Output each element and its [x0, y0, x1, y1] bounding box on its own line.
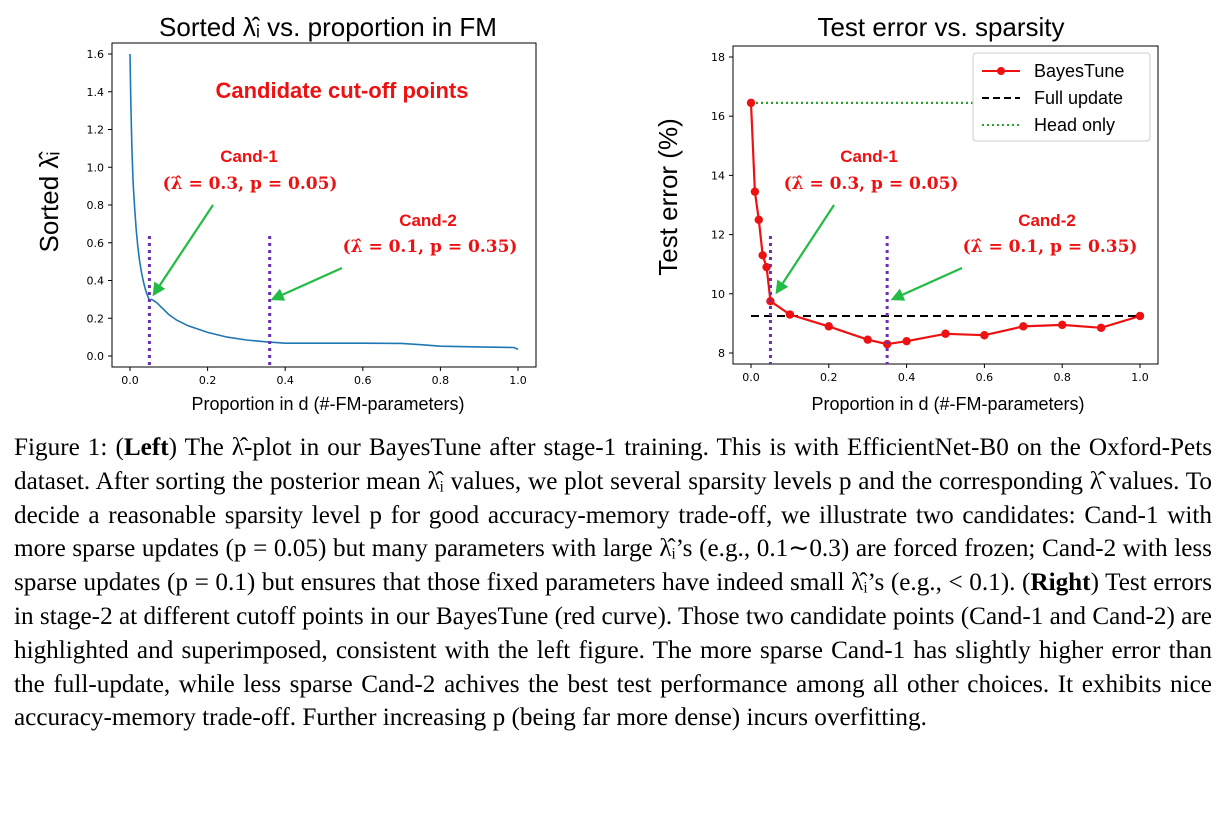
caption-paragraph: Figure 1: (Left) The λ̂-plot in our Baye…	[14, 434, 1212, 732]
bayestune-point	[762, 262, 771, 272]
right-x-axis-label: Proportion in d (#-FM-parameters)	[811, 394, 1084, 414]
bayestune-point	[785, 310, 795, 319]
right-cand1-values: (λ̂ = 0.3, p = 0.05)	[784, 174, 959, 194]
figure-caption: Figure 1: (Left) The λ̂-plot in our Baye…	[14, 431, 1212, 735]
bayestune-point	[746, 98, 756, 108]
bayestune-point	[1019, 322, 1028, 331]
right-ytick-label: 14	[711, 169, 725, 182]
right-xtick-label: 0.8	[1053, 371, 1071, 384]
figure-svg: Sorted λ̂ᵢ vs. proportion in FM Sorted λ…	[34, 12, 1159, 414]
right-ytick-label: 18	[711, 51, 725, 64]
left-ytick-label: 1.0	[87, 161, 105, 174]
bayestune-point	[941, 329, 950, 338]
left-axis-ticks: 0.0 0.2 0.4 0.6 0.8 1.0 0.0 0.2 0.4 0.6 0.8 1.0 1.2 1…	[87, 48, 527, 387]
right-chart-title: Test error vs. sparsity	[817, 12, 1064, 42]
bayestune-point	[754, 215, 763, 224]
candidate-cutoff-heading: Candidate cut-off points	[216, 78, 469, 103]
left-xtick-label: 0.8	[432, 374, 450, 387]
left-chart-title: Sorted λ̂ᵢ vs. proportion in FM	[159, 12, 497, 42]
bayestune-point	[1058, 320, 1067, 330]
left-cand1-values: (λ̂ = 0.3, p = 0.05)	[163, 174, 338, 194]
right-cand2-name: Cand-2	[1018, 211, 1076, 230]
right-ytick-label: 16	[711, 110, 725, 123]
left-ytick-label: 0.4	[87, 275, 105, 288]
right-xtick-label: 0.4	[898, 371, 916, 384]
left-x-axis-label: Proportion in d (#-FM-parameters)	[191, 394, 464, 414]
left-xtick-label: 0.2	[199, 374, 217, 387]
left-ytick-label: 0.8	[87, 199, 105, 212]
left-cand1-arrow	[152, 204, 214, 297]
legend-full-update-label: Full update	[1034, 88, 1123, 108]
legend-head-only-label: Head only	[1034, 115, 1115, 135]
right-axis-ticks: 0.0 0.2 0.4 0.6 0.8 1.0 8 10 12 14 16 18	[711, 51, 1149, 384]
left-y-axis-label: Sorted λ̂ᵢ	[34, 151, 64, 253]
left-ytick-label: 1.4	[87, 86, 105, 99]
left-cutoff-lines	[147, 236, 272, 367]
right-cand1-arrow	[775, 204, 835, 295]
right-xtick-label: 0.0	[742, 371, 760, 384]
bayestune-point	[902, 336, 911, 346]
left-ytick-label: 1.6	[87, 48, 105, 61]
right-chart: Test error vs. sparsity Test error (%) P…	[653, 12, 1159, 414]
left-cand2-arrow	[270, 266, 343, 301]
right-xtick-label: 0.6	[976, 371, 994, 384]
right-cand2-arrow	[890, 266, 963, 301]
left-ytick-label: 0.6	[87, 237, 105, 250]
legend-bayestune-label: BayesTune	[1034, 61, 1124, 81]
right-cand2-values: (λ̂ = 0.1, p = 0.35)	[963, 237, 1138, 257]
left-xtick-label: 0.6	[354, 374, 372, 387]
right-xtick-label: 0.2	[820, 371, 838, 384]
bayestune-point	[980, 331, 989, 340]
bayestune-point	[1135, 311, 1145, 321]
caption-left-text: The λ̂-plot in our BayesTune after stage…	[14, 434, 1212, 597]
left-xtick-label: 0.4	[276, 374, 294, 387]
caption-figure-label: Figure 1:	[14, 434, 108, 461]
right-y-axis-label: Test error (%)	[653, 118, 683, 275]
caption-right-label: Right	[1030, 569, 1091, 597]
right-ytick-label: 12	[711, 229, 725, 242]
caption-left-label: Left	[123, 434, 169, 461]
bayestune-point	[1096, 323, 1106, 333]
left-cand2-values: (λ̂ = 0.1, p = 0.35)	[343, 237, 518, 257]
left-ytick-label: 1.2	[87, 124, 105, 137]
left-ytick-label: 0.0	[87, 350, 105, 363]
right-legend: BayesTune Full update Head only	[972, 52, 1151, 142]
legend-bayestune-marker	[997, 67, 1005, 75]
right-ytick-label: 10	[711, 288, 725, 301]
left-xtick-label: 0.0	[121, 374, 139, 387]
left-chart: Sorted λ̂ᵢ vs. proportion in FM Sorted λ…	[34, 12, 537, 414]
caption-right-text: Test errors in stage-2 at different cuto…	[14, 569, 1212, 732]
bayestune-point	[863, 335, 872, 344]
bayestune-point	[758, 251, 767, 260]
right-ytick-label: 8	[718, 347, 725, 360]
right-series	[746, 98, 1145, 349]
bayestune-point	[750, 187, 760, 196]
figure-1: Sorted λ̂ᵢ vs. proportion in FM Sorted λ…	[34, 12, 1159, 414]
sorted-lambda-curve	[129, 53, 519, 351]
left-xtick-label: 1.0	[509, 374, 527, 387]
right-plot-frame	[732, 45, 1159, 365]
left-ytick-label: 0.2	[87, 312, 105, 325]
bayestune-point	[882, 339, 892, 349]
bayestune-point	[824, 322, 833, 331]
right-cutoff-lines	[768, 236, 889, 364]
left-cand2-name: Cand-2	[399, 211, 457, 230]
legend-box	[972, 52, 1151, 142]
right-cand1-name: Cand-1	[840, 147, 898, 166]
right-xtick-label: 1.0	[1131, 371, 1149, 384]
left-cand1-name: Cand-1	[220, 147, 278, 166]
